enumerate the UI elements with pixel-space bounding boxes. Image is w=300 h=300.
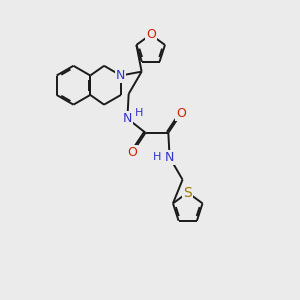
Text: N: N — [123, 112, 132, 125]
Text: O: O — [128, 146, 137, 159]
Text: N: N — [165, 151, 174, 164]
Text: O: O — [146, 28, 156, 41]
Text: S: S — [183, 186, 192, 200]
Text: H: H — [135, 108, 143, 118]
Text: N: N — [116, 69, 126, 82]
Text: H: H — [153, 152, 161, 162]
Text: O: O — [176, 107, 186, 120]
